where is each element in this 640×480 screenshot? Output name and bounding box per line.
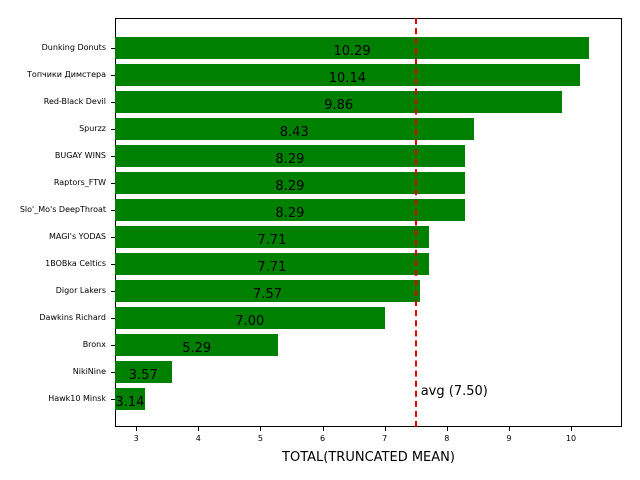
bar-value-label: 10.29 [333,44,371,59]
bar [115,199,465,221]
bar-value-label: 7.57 [253,287,283,302]
bar-value-label: 8.43 [279,125,309,140]
x-tick-mark [446,427,448,431]
y-tick-label: Hawk10 Minsk [48,394,106,403]
bar-value-label: 10.14 [328,71,366,86]
bar-value-label: 7.71 [257,260,287,275]
average-label: avg (7.50) [420,384,488,399]
x-tick-label: 8 [444,434,450,443]
x-tick-label: 3 [133,434,139,443]
y-tick-label: 1BOBka Celtics [45,259,106,268]
y-tick-mark [111,372,115,373]
bar-value-label: 8.29 [275,206,305,221]
x-tick-label: 4 [195,434,201,443]
y-tick-mark [111,210,115,211]
y-tick-label: Dunking Donuts [41,43,106,52]
x-tick-label: 6 [319,434,326,443]
y-tick-mark [111,156,115,157]
y-tick-label: Топчики Димстера [27,70,106,79]
x-tick-label: 9 [506,434,512,443]
bar [115,307,385,329]
bar [115,334,279,356]
bar [115,172,465,194]
y-tick-mark [111,183,115,184]
bar-value-label: 5.29 [182,341,212,356]
y-tick-mark [111,318,115,319]
bar-value-label: 8.29 [275,179,305,194]
y-tick-label: Slo'_Mo's DeepThroat [19,205,106,214]
y-tick-mark [111,102,115,103]
bar-value-label: 3.14 [115,395,145,410]
bar [115,226,429,248]
y-tick-label: Raptors_FTW [53,178,106,187]
x-tick-label: 5 [257,434,263,443]
bar-value-label: 7.00 [235,314,265,329]
y-tick-mark [111,345,115,346]
plot-area [115,18,622,427]
y-tick-mark [111,264,115,265]
y-tick-mark [111,237,115,238]
x-tick-mark [571,427,573,431]
x-tick-mark [508,427,510,431]
bar [115,361,172,383]
y-tick-mark [111,129,115,130]
bar-value-label: 3.57 [128,368,158,383]
y-tick-label: MAGI's YODAS [48,232,106,241]
bar [115,91,563,113]
x-tick-mark [322,427,324,431]
average-reference-line [414,18,417,427]
y-tick-mark [111,48,115,49]
y-tick-label: Bronx [82,340,106,349]
y-tick-label: NikiNine [72,367,106,376]
bar [115,280,421,302]
y-tick-label: Dawkins Richard [39,313,106,322]
x-tick-mark [136,427,138,431]
bar [115,253,429,275]
x-tick-mark [384,427,386,431]
x-tick-label: 7 [382,434,388,443]
bar [115,145,465,167]
bar [115,118,474,140]
y-tick-label: Digor Lakers [55,286,106,295]
bar-value-label: 9.86 [324,98,354,113]
y-tick-label: BUGAY WINS [54,151,106,160]
y-tick-mark [111,291,115,292]
bar [115,388,145,410]
y-tick-mark [111,399,115,400]
y-tick-label: Spurzz [79,124,106,133]
bar [115,37,590,59]
x-tick-mark [260,427,262,431]
x-tick-label: 10 [565,434,577,443]
bar-value-label: 8.29 [275,152,305,167]
y-tick-label: Red-Black Devil [43,97,106,106]
x-tick-mark [198,427,200,431]
bar [115,64,580,86]
y-tick-mark [111,75,115,76]
x-axis-title: TOTAL(TRUNCATED MEAN) [282,450,455,465]
bar-value-label: 7.71 [257,233,287,248]
